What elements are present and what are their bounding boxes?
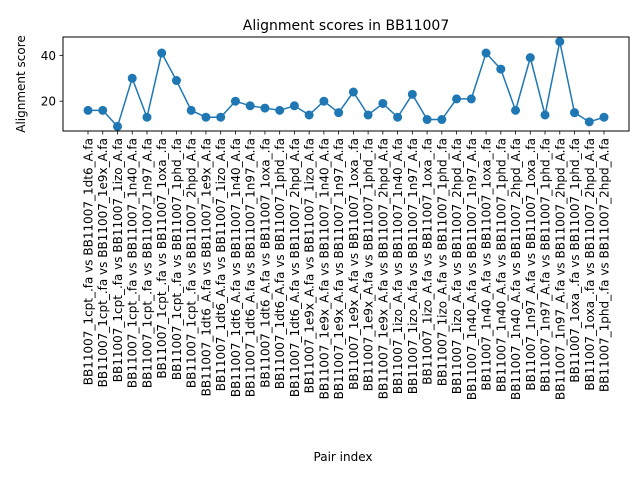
data-point — [570, 108, 580, 118]
x-tick-label: BB11007_1e9x_A.fa vs BB11007_1izo_A.fa — [303, 138, 317, 393]
data-point — [363, 110, 373, 120]
x-tick-label: BB11007_1n97_A.fa vs BB11007_1oxa_.fa — [524, 138, 538, 391]
x-tick-label: BB11007_1dt6_A.fa vs BB11007_1oxa_.fa — [258, 138, 272, 388]
x-tick-label: BB11007_1izo_A.fa vs BB11007_1n97_A.fa — [406, 138, 420, 394]
x-tick-label: BB11007_1n97_A.fa vs BB11007_2hpd_A.fa — [553, 138, 567, 400]
x-tick-label: BB11007_1dt6_A.fa vs BB11007_1izo_A.fa — [214, 138, 228, 391]
x-tick-label: BB11007_1izo_A.fa vs BB11007_1oxa_.fa — [421, 138, 435, 385]
data-point — [216, 112, 226, 122]
data-point — [466, 94, 476, 104]
data-point — [142, 112, 152, 122]
x-tick-label: BB11007_1izo_A.fa vs BB11007_2hpd_A.fa — [450, 138, 464, 394]
x-tick-label: BB11007_1oxa_.fa vs BB11007_1phd_.fa — [568, 138, 582, 383]
data-point — [260, 103, 270, 113]
x-tick-label: BB11007_1dt6_A.fa vs BB11007_1n97_A.fa — [244, 138, 258, 397]
data-point — [584, 117, 594, 127]
data-point — [481, 48, 491, 58]
data-point — [171, 76, 181, 86]
data-point — [393, 112, 403, 122]
x-tick-label: BB11007_1n97_A.fa vs BB11007_1phd_.fa — [539, 138, 553, 392]
x-tick-label: BB11007_1e9x_A.fa vs BB11007_1n97_A.fa — [332, 138, 346, 399]
chart-title: Alignment scores in BB11007 — [243, 18, 450, 34]
data-point — [245, 101, 255, 111]
data-point — [334, 108, 344, 118]
data-point — [378, 98, 388, 108]
x-tick-label: BB11007_1izo_A.fa vs BB11007_1n40_A.fa — [391, 138, 405, 394]
data-point — [289, 101, 299, 111]
data-point — [275, 105, 285, 115]
plot-frame — [62, 36, 630, 132]
data-point — [98, 105, 108, 115]
x-tick-label: BB11007_1cpt_.fa vs BB11007_1oxa_.fa — [155, 138, 169, 379]
x-tick-label: BB11007_1cpt_.fa vs BB11007_1n97_A.fa — [140, 138, 154, 388]
x-tick-label: BB11007_1cpt_.fa vs BB11007_2hpd_A.fa — [185, 138, 199, 388]
data-point — [186, 105, 196, 115]
data-point — [112, 121, 122, 131]
x-tick-label: BB11007_1cpt_.fa vs BB11007_1izo_A.fa — [111, 138, 125, 382]
data-point — [157, 48, 167, 58]
x-tick-label: BB11007_1n40_A.fa vs BB11007_1oxa_.fa — [480, 138, 494, 391]
x-tick-label: BB11007_1dt6_A.fa vs BB11007_1e9x_A.fa — [199, 138, 213, 396]
data-point — [304, 110, 314, 120]
x-tick-label: BB11007_1dt6_A.fa vs BB11007_1phd_.fa — [273, 138, 287, 389]
x-tick-label: BB11007_1dt6_A.fa vs BB11007_1n40_A.fa — [229, 138, 243, 397]
plot-marks — [83, 37, 609, 131]
data-point — [319, 96, 329, 106]
x-tick-label: BB11007_1e9x_A.fa vs BB11007_2hpd_A.fa — [376, 138, 390, 399]
x-tick-label: BB11007_1e9x_A.fa vs BB11007_1oxa_.fa — [347, 138, 361, 390]
y-tick-label: 40 — [41, 49, 56, 63]
data-point — [496, 64, 506, 74]
data-point — [525, 53, 535, 63]
x-tick-label: BB11007_1cpt_.fa vs BB11007_1dt6_A.fa — [82, 138, 96, 385]
x-tick-label: BB11007_1oxa_.fa vs BB11007_2hpd_A.fa — [583, 138, 597, 391]
x-tick-label: BB11007_1cpt_.fa vs BB11007_1phd_.fa — [170, 138, 184, 380]
data-point — [555, 37, 565, 47]
x-tick-label: BB11007_1n40_A.fa vs BB11007_1n97_A.fa — [465, 138, 479, 400]
x-tick-label: BB11007_1e9x_A.fa vs BB11007_1n40_A.fa — [317, 138, 331, 399]
x-tick-label: BB11007_1cpt_.fa vs BB11007_1e9x_A.fa — [96, 138, 110, 387]
data-point — [201, 112, 211, 122]
x-axis-ticks: BB11007_1cpt_.fa vs BB11007_1dt6_A.fa BB1… — [82, 131, 612, 400]
x-axis-label: Pair index — [314, 450, 373, 464]
x-tick-label: BB11007_1n40_A.fa vs BB11007_2hpd_A.fa — [509, 138, 523, 400]
data-point — [127, 73, 137, 83]
x-tick-label: BB11007_1phd_.fa vs BB11007_2hpd_A.fa — [598, 138, 612, 392]
data-point — [437, 115, 447, 125]
data-point — [348, 87, 358, 97]
y-tick-label: 20 — [41, 95, 56, 109]
data-point — [407, 89, 417, 99]
series-line — [88, 41, 605, 128]
y-axis-label: Alignment score — [14, 35, 28, 133]
data-point — [452, 94, 462, 104]
data-point — [230, 96, 240, 106]
data-point — [511, 105, 521, 115]
x-tick-label: BB11007_1n40_A.fa vs BB11007_1phd_.fa — [494, 138, 508, 392]
data-point — [422, 115, 432, 125]
data-point — [599, 112, 609, 122]
x-tick-label: BB11007_1cpt_.fa vs BB11007_1n40_A.fa — [126, 138, 140, 388]
x-tick-label: BB11007_1dt6_A.fa vs BB11007_2hpd_A.fa — [288, 138, 302, 397]
data-point — [540, 110, 550, 120]
x-tick-label: BB11007_1izo_A.fa vs BB11007_1phd_.fa — [435, 138, 449, 386]
data-point — [83, 105, 93, 115]
x-tick-label: BB11007_1e9x_A.fa vs BB11007_1phd_.fa — [362, 138, 376, 391]
